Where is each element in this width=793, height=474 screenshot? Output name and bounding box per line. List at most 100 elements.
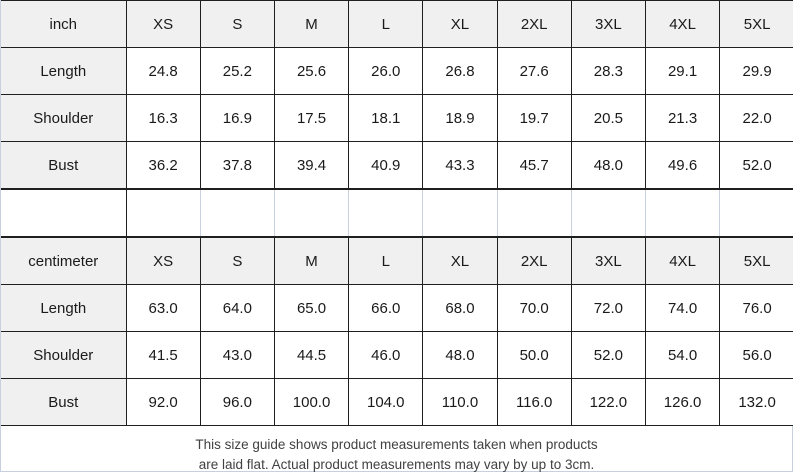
cell-cm-bust-xl: 110.0 [422, 378, 498, 426]
column-header-4xl: 4XL [644, 0, 721, 48]
table-row: Length 24.8 25.2 25.6 26.0 26.8 27.6 28.… [1, 47, 793, 95]
spacer-row [1, 189, 793, 237]
cell-inch-length-4xl: 29.1 [644, 47, 721, 95]
cell-inch-length-2xl: 27.6 [496, 47, 572, 95]
table-row: Shoulder 16.3 16.9 17.5 18.1 18.9 19.7 2… [1, 94, 793, 142]
column-header-5xl: 5XL [719, 0, 793, 48]
cell-cm-length-2xl: 70.0 [496, 284, 572, 332]
cell-inch-bust-4xl: 49.6 [644, 141, 721, 189]
spacer-cell [719, 189, 793, 237]
cell-cm-bust-4xl: 126.0 [644, 378, 721, 426]
row-label-shoulder: Shoulder [1, 331, 127, 379]
cell-inch-shoulder-4xl: 21.3 [644, 94, 721, 142]
cell-inch-shoulder-l: 18.1 [348, 94, 424, 142]
unit-label-centimeter: centimeter [1, 237, 127, 285]
table-row: Bust 36.2 37.8 39.4 40.9 43.3 45.7 48.0 … [1, 141, 793, 189]
cell-inch-length-3xl: 28.3 [570, 47, 646, 95]
cell-cm-bust-s: 96.0 [199, 378, 275, 426]
cell-cm-shoulder-5xl: 56.0 [719, 331, 793, 379]
cell-inch-bust-3xl: 48.0 [570, 141, 646, 189]
spacer-cell [570, 189, 646, 237]
footnote-line-1: This size guide shows product measuremen… [195, 437, 598, 452]
cell-cm-length-5xl: 76.0 [719, 284, 793, 332]
spacer-cell [496, 189, 572, 237]
row-label-length: Length [1, 284, 127, 332]
cell-cm-length-4xl: 74.0 [644, 284, 721, 332]
table-spacer-band [1, 189, 793, 237]
cell-inch-shoulder-xs: 16.3 [125, 94, 201, 142]
row-label-bust: Bust [1, 378, 127, 426]
column-header-2xl: 2XL [496, 0, 572, 48]
column-header-xs: XS [125, 0, 201, 48]
cell-inch-length-m: 25.6 [273, 47, 350, 95]
cell-inch-length-xl: 26.8 [422, 47, 498, 95]
cell-inch-length-5xl: 29.9 [719, 47, 793, 95]
cell-inch-bust-xl: 43.3 [422, 141, 498, 189]
cell-cm-bust-3xl: 122.0 [570, 378, 646, 426]
cell-inch-length-xs: 24.8 [125, 47, 201, 95]
cell-inch-length-s: 25.2 [199, 47, 275, 95]
column-header-l: L [348, 237, 424, 285]
cell-cm-shoulder-2xl: 50.0 [496, 331, 572, 379]
cell-cm-length-xl: 68.0 [422, 284, 498, 332]
spacer-cell [125, 189, 201, 237]
cell-cm-shoulder-m: 44.5 [273, 331, 350, 379]
cell-cm-shoulder-s: 43.0 [199, 331, 275, 379]
cell-inch-bust-2xl: 45.7 [496, 141, 572, 189]
cell-inch-bust-5xl: 52.0 [719, 141, 793, 189]
column-header-xl: XL [422, 237, 498, 285]
cell-cm-shoulder-xs: 41.5 [125, 331, 201, 379]
cell-cm-length-xs: 63.0 [125, 284, 201, 332]
cell-cm-shoulder-l: 46.0 [348, 331, 424, 379]
cell-inch-bust-xs: 36.2 [125, 141, 201, 189]
size-guide-footnote: This size guide shows product measuremen… [1, 426, 792, 474]
row-label-length: Length [1, 47, 127, 95]
cell-inch-bust-l: 40.9 [348, 141, 424, 189]
column-header-3xl: 3XL [570, 0, 646, 48]
spacer-cell [1, 189, 127, 237]
size-table-inch: inch XS S M L XL 2XL 3XL 4XL 5XL Length … [1, 0, 793, 189]
cell-inch-shoulder-s: 16.9 [199, 94, 275, 142]
cell-cm-length-3xl: 72.0 [570, 284, 646, 332]
column-header-m: M [273, 237, 350, 285]
cell-cm-bust-5xl: 132.0 [719, 378, 793, 426]
column-header-m: M [273, 0, 350, 48]
cell-inch-shoulder-xl: 18.9 [422, 94, 498, 142]
spacer-cell [273, 189, 349, 237]
column-header-4xl: 4XL [644, 237, 721, 285]
cell-cm-bust-m: 100.0 [273, 378, 350, 426]
cell-inch-shoulder-2xl: 19.7 [496, 94, 572, 142]
column-header-xl: XL [422, 0, 498, 48]
cell-cm-length-m: 65.0 [273, 284, 350, 332]
cell-inch-length-l: 26.0 [348, 47, 424, 95]
row-label-bust: Bust [1, 141, 127, 189]
cell-cm-bust-l: 104.0 [348, 378, 424, 426]
table-row: Bust 92.0 96.0 100.0 104.0 110.0 116.0 1… [1, 378, 793, 426]
table-row: Length 63.0 64.0 65.0 66.0 68.0 70.0 72.… [1, 284, 793, 332]
cell-cm-shoulder-xl: 48.0 [422, 331, 498, 379]
spacer-cell [199, 189, 275, 237]
cell-cm-bust-xs: 92.0 [125, 378, 201, 426]
cell-inch-shoulder-5xl: 22.0 [719, 94, 793, 142]
unit-label-inch: inch [1, 0, 127, 48]
cell-inch-shoulder-3xl: 20.5 [570, 94, 646, 142]
cell-cm-bust-2xl: 116.0 [496, 378, 572, 426]
footnote-line-2: are laid flat. Actual product measuremen… [198, 456, 595, 472]
column-header-s: S [199, 0, 275, 48]
column-header-l: L [348, 0, 424, 48]
table-row: Shoulder 41.5 43.0 44.5 46.0 48.0 50.0 5… [1, 331, 793, 379]
column-header-3xl: 3XL [570, 237, 646, 285]
column-header-5xl: 5XL [719, 237, 793, 285]
cell-inch-bust-m: 39.4 [273, 141, 350, 189]
column-header-s: S [199, 237, 275, 285]
spacer-cell [348, 189, 423, 237]
table-header-row-inch: inch XS S M L XL 2XL 3XL 4XL 5XL [1, 0, 793, 48]
row-label-shoulder: Shoulder [1, 94, 127, 142]
cell-cm-length-s: 64.0 [199, 284, 275, 332]
column-header-2xl: 2XL [496, 237, 572, 285]
spacer-cell [644, 189, 720, 237]
size-table-centimeter: centimeter XS S M L XL 2XL 3XL 4XL 5XL L… [1, 237, 793, 426]
cell-inch-shoulder-m: 17.5 [273, 94, 350, 142]
cell-cm-shoulder-3xl: 52.0 [570, 331, 646, 379]
